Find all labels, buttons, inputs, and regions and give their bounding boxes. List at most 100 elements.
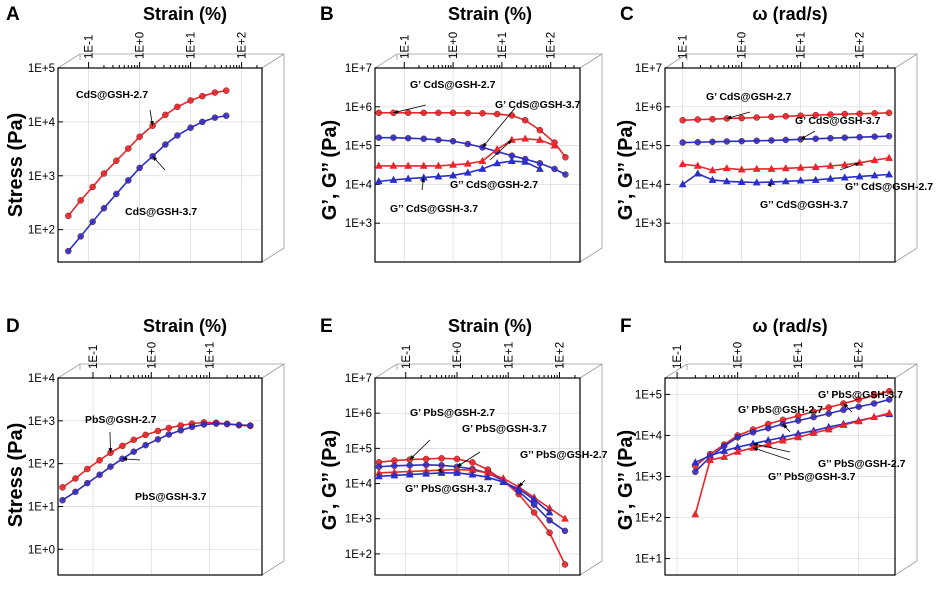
- data-point-triangle: [535, 135, 544, 143]
- data-point-triangle: [514, 484, 523, 492]
- x-tick-label: 1E+0: [146, 342, 158, 369]
- annotation-arrowhead: [767, 182, 772, 188]
- data-point-circle: [65, 212, 72, 220]
- data-point-triangle: [422, 469, 431, 477]
- y-tick-label: 1E+5: [345, 141, 372, 153]
- data-point-triangle: [405, 470, 414, 478]
- annotation-arrowhead: [843, 403, 849, 409]
- back-wall-right: [894, 53, 918, 263]
- series-layer: [59, 419, 254, 504]
- data-point-triangle: [389, 161, 398, 169]
- data-point-circle: [438, 455, 445, 462]
- annotation-arrowhead: [152, 156, 158, 162]
- data-point-triangle: [794, 433, 803, 441]
- data-point-circle: [72, 488, 79, 496]
- data-point-triangle: [722, 177, 731, 185]
- annotation-label: CdS@GSH-3.7: [125, 206, 197, 218]
- x-tick-label: 1E+0: [737, 32, 749, 59]
- data-point-circle: [247, 422, 254, 429]
- panel-letter: C: [620, 4, 634, 25]
- y-tick-label: 1E+2: [635, 513, 662, 525]
- data-point-triangle: [824, 425, 833, 433]
- series-layer: [375, 109, 569, 185]
- panel-letter: A: [6, 4, 20, 25]
- annotation-arrowhead: [457, 462, 462, 467]
- y-tick-label: 1E+4: [28, 117, 56, 129]
- data-point-triangle: [870, 171, 879, 179]
- data-point-circle: [885, 132, 893, 140]
- y-tick-label: 1E+3: [28, 416, 55, 428]
- annotation-label: G’ PbS@GSH-3.7: [462, 423, 547, 435]
- data-point-circle: [177, 427, 184, 434]
- data-point-triangle: [521, 157, 530, 165]
- data-point-circle: [89, 183, 96, 191]
- data-point-circle: [59, 484, 66, 491]
- data-point-circle: [391, 462, 398, 470]
- x-tick-label: 1E-1: [678, 35, 690, 59]
- x-tick-label: 1E-1: [672, 345, 684, 369]
- data-point-triangle: [752, 178, 761, 186]
- data-point-circle: [72, 475, 79, 482]
- annotation-arrowhead: [421, 177, 426, 183]
- data-point-triangle: [453, 468, 461, 476]
- y-tick-label: 1E+1: [28, 501, 55, 513]
- y-tick-label: 1E+3: [345, 514, 372, 526]
- annotation-label: G’ PbS@GSH-3.7: [818, 389, 903, 401]
- data-point-circle: [825, 404, 832, 411]
- data-point-circle: [187, 97, 194, 104]
- annotation-arrowhead: [800, 135, 806, 140]
- data-point-circle: [211, 89, 219, 96]
- annotation-arrowhead: [437, 467, 442, 473]
- data-point-circle: [679, 117, 686, 124]
- panel-letter: B: [320, 4, 334, 25]
- y-tick-label: 1E+2: [28, 225, 55, 237]
- data-point-triangle: [530, 495, 539, 503]
- chart-panel-d: 1E-1 1E+0 1E+1 1E+0 1E+1 1E+2 1E+3 1E+4 D Strain …: [5, 316, 285, 576]
- back-wall-right: [579, 363, 603, 576]
- data-point-circle: [223, 420, 231, 428]
- x-tick-label: 1E+2: [855, 32, 867, 59]
- data-point-triangle: [493, 145, 502, 153]
- x-axis-title: Strain (%): [448, 316, 532, 336]
- data-point-circle: [521, 117, 529, 124]
- y-axis-title: Stress (Pa): [5, 113, 27, 218]
- x-tick-label: 1E+1: [497, 32, 509, 59]
- back-wall-right: [261, 363, 285, 576]
- data-point-circle: [536, 126, 544, 134]
- data-point-triangle: [706, 455, 714, 464]
- y-tick-label: 1E+7: [635, 63, 662, 75]
- y-tick-label: 1E+5: [635, 141, 662, 153]
- annotation-arrowhead: [753, 447, 759, 452]
- data-point-triangle: [404, 174, 413, 182]
- data-point-triangle: [855, 172, 864, 180]
- data-point-circle: [235, 421, 243, 429]
- data-point-circle: [723, 138, 731, 145]
- y-tick-label: 1E+5: [635, 389, 662, 401]
- y-tick-label: 1E+6: [345, 102, 372, 114]
- data-point-circle: [812, 135, 819, 143]
- series-line-1: [67, 114, 227, 252]
- annotation-label: G’’ PbS@GSH-3.7: [405, 483, 493, 495]
- x-tick-label: 1E+1: [793, 342, 805, 369]
- data-point-circle: [113, 190, 120, 198]
- data-point-circle: [453, 455, 461, 463]
- back-wall-top: [664, 53, 917, 69]
- data-point-triangle: [463, 168, 472, 176]
- x-tick-label: 1E-1: [84, 35, 96, 59]
- series-layer: [678, 109, 893, 188]
- x-tick-label: 1E+1: [186, 32, 198, 59]
- annotation-label: G’’ CdS@GSH-2.7: [450, 179, 538, 191]
- y-tick-label: 1E+7: [345, 373, 372, 385]
- x-tick-label: 1E-1: [88, 345, 100, 369]
- panel-letter: D: [6, 316, 20, 337]
- x-axis-title: Strain (%): [143, 4, 227, 24]
- data-point-circle: [125, 177, 132, 184]
- data-point-triangle: [493, 159, 502, 167]
- data-point-triangle: [708, 166, 717, 174]
- data-point-circle: [782, 136, 790, 144]
- data-point-circle: [871, 110, 878, 117]
- y-tick-label: 1E+0: [28, 544, 55, 556]
- data-point-circle: [856, 133, 863, 141]
- data-point-circle: [530, 501, 538, 508]
- data-point-circle: [435, 109, 442, 117]
